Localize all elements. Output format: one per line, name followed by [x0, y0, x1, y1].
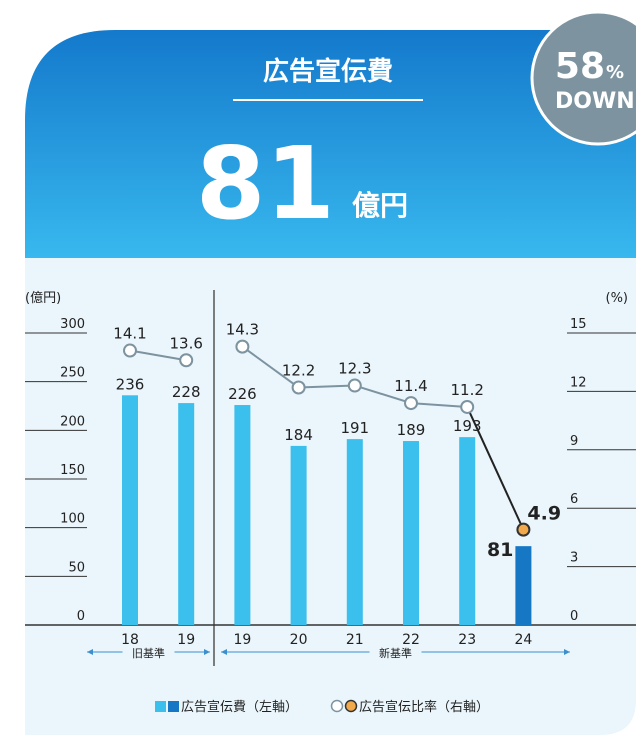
group-label: 新基準: [379, 646, 412, 660]
legend-swatch: [155, 701, 166, 712]
y-tick-label: 50: [68, 560, 85, 575]
x-tick-label: 20: [290, 632, 308, 648]
line-label: 14.3: [226, 321, 259, 339]
x-tick-label: 22: [402, 632, 420, 648]
y-tick-label: 200: [60, 414, 85, 429]
line-segment: [410, 402, 468, 408]
bar: [403, 441, 419, 625]
y-tick-label: 150: [60, 463, 85, 478]
line-segment: [129, 349, 187, 362]
bar: [234, 405, 251, 625]
y-axis-label: (億円): [25, 290, 61, 306]
x-tick-label: 24: [514, 632, 532, 648]
y-tick-label: 0: [77, 609, 85, 624]
bar-label: 191: [340, 419, 369, 437]
badge-value: 58: [555, 46, 605, 87]
line-dot: [404, 396, 418, 411]
badge-text: DOWN: [555, 89, 635, 114]
line-dot: [179, 353, 194, 368]
y-tick-label: 300: [60, 317, 85, 332]
y2-tick-label: 6: [570, 492, 578, 507]
bar: [459, 437, 476, 625]
bar-label: 228: [172, 383, 201, 401]
line-dot: [516, 522, 531, 537]
y2-tick-label: 3: [570, 551, 578, 566]
line-dot: [291, 380, 306, 395]
group-label-bg: [369, 645, 422, 659]
group-label-bg: [122, 645, 175, 659]
line-dot: [235, 339, 250, 354]
legend: 広告宣伝費（左軸） 広告宣伝比率（右軸）: [155, 699, 489, 715]
line-segment: [241, 345, 300, 389]
line-dot: [460, 399, 475, 414]
legend-swatch: [330, 699, 344, 713]
x-tick-label: 19: [177, 632, 195, 648]
header-title: 広告宣伝費: [263, 56, 393, 87]
bar-label: 226: [228, 385, 257, 403]
x-tick-label: 21: [346, 632, 364, 648]
x-tick-label: 19: [233, 632, 251, 648]
y-tick-label: 100: [60, 512, 85, 527]
line-dot: [123, 343, 137, 358]
bar-label: 236: [116, 375, 145, 393]
y2-axis-label: (%): [606, 291, 629, 306]
bar: [290, 445, 307, 625]
line-label: 4.9: [527, 503, 561, 525]
bar-label: 184: [284, 426, 313, 444]
bar-label: 81: [487, 539, 513, 561]
badge: [530, 10, 636, 146]
y-tick-label: 250: [60, 366, 85, 381]
header-value: 81: [196, 125, 335, 242]
legend-label: 広告宣伝費（左軸）: [181, 699, 298, 715]
y2-tick-label: 9: [570, 434, 578, 449]
bar: [346, 439, 363, 625]
legend-swatch: [344, 699, 358, 713]
y2-tick-label: 12: [570, 375, 587, 390]
bar: [515, 546, 532, 625]
legend-swatch: [168, 701, 179, 712]
bar-label: 193: [453, 417, 482, 435]
x-tick-label: 23: [458, 632, 476, 648]
header-unit: 億円: [352, 189, 408, 222]
line-segment: [354, 384, 412, 405]
legend-label: 広告宣伝比率（右軸）: [359, 699, 489, 715]
line-label: 14.1: [113, 325, 146, 343]
line-label: 12.3: [338, 360, 371, 378]
bar: [178, 403, 195, 625]
y2-tick-label: 15: [570, 317, 587, 332]
y2-tick-label: 0: [570, 609, 578, 624]
group-label: 旧基準: [132, 646, 165, 660]
x-tick-label: 18: [121, 632, 139, 648]
line-label: 11.4: [394, 377, 427, 395]
line-segment: [466, 406, 525, 531]
bar-label: 189: [397, 421, 426, 439]
badge-unit: %: [606, 62, 624, 83]
line-dot: [347, 378, 362, 393]
line-segment: [298, 384, 355, 389]
line-label: 11.2: [450, 381, 483, 399]
line-label: 13.6: [169, 334, 202, 352]
line-label: 12.2: [282, 362, 315, 380]
bar: [122, 395, 138, 625]
